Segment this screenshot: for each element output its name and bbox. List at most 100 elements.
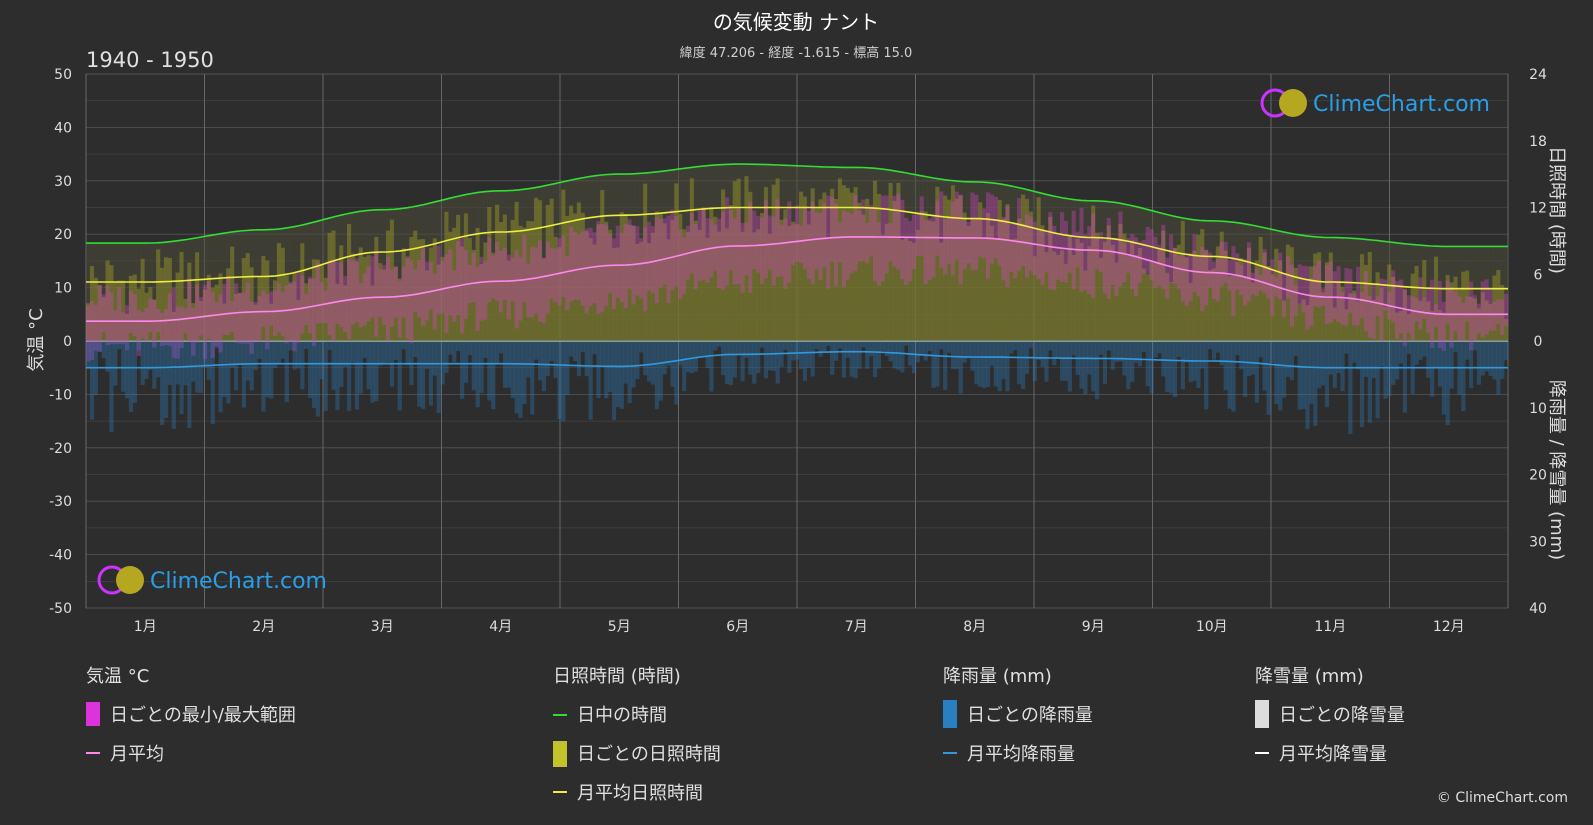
temp-range-bar bbox=[128, 290, 134, 334]
rain-bar bbox=[198, 341, 204, 393]
temp-range-bar bbox=[1410, 296, 1415, 341]
temp-range-bar bbox=[1352, 293, 1357, 326]
sunshine-bar bbox=[1320, 292, 1326, 341]
daylight-bar bbox=[1356, 238, 1361, 341]
sunshine-bar bbox=[693, 220, 698, 341]
temp-range-bar bbox=[148, 298, 153, 332]
temp-range-bar bbox=[1219, 241, 1224, 287]
rain-bar bbox=[954, 341, 959, 370]
sunshine-bar bbox=[806, 224, 811, 341]
rain-bar bbox=[234, 341, 239, 391]
temp-range-bar bbox=[814, 212, 819, 270]
temp-range-bar bbox=[915, 213, 921, 257]
rain-bar bbox=[678, 341, 683, 366]
legend-daily-rain-swatch bbox=[943, 700, 957, 728]
sunshine-bar bbox=[1449, 282, 1454, 341]
sunshine-bar bbox=[269, 303, 274, 341]
legend-daylight: 日中の時間 bbox=[577, 705, 667, 726]
temp-range-bar bbox=[1250, 272, 1256, 295]
sunshine-bar bbox=[1430, 310, 1435, 341]
rain-bar bbox=[627, 341, 632, 404]
rain-bar bbox=[187, 341, 192, 428]
rain-bar bbox=[152, 341, 157, 389]
temp-range-bar bbox=[257, 296, 262, 342]
rain-bar bbox=[1324, 341, 1330, 408]
rain-bar bbox=[456, 341, 461, 351]
temp-range-bar bbox=[1098, 232, 1104, 272]
sunshine-bar bbox=[802, 196, 808, 341]
temp-range-bar bbox=[86, 305, 91, 362]
rain-bar bbox=[880, 341, 885, 352]
daylight-bar bbox=[234, 231, 239, 341]
temp-range-bar bbox=[1469, 281, 1474, 351]
rain-bar bbox=[814, 341, 819, 350]
rain-bar bbox=[253, 341, 258, 370]
temp-range-bar bbox=[506, 254, 511, 320]
rain-bar bbox=[1141, 341, 1146, 353]
rain-bar bbox=[643, 341, 648, 376]
rain-bar bbox=[1465, 341, 1470, 360]
sunshine-bar bbox=[923, 211, 928, 341]
temp-range-bar bbox=[565, 255, 570, 311]
month-label: 10月 bbox=[1196, 619, 1228, 635]
sunshine-bar bbox=[1235, 261, 1240, 341]
sunshine-bar bbox=[623, 213, 628, 341]
sunshine-bar bbox=[460, 246, 465, 341]
temp-range-bar bbox=[1457, 296, 1462, 341]
temp-range-bar bbox=[530, 246, 535, 318]
rain-bar bbox=[463, 341, 469, 383]
rain-bar bbox=[358, 341, 363, 394]
rain-bar bbox=[206, 341, 211, 380]
sunshine-bar bbox=[978, 202, 983, 341]
right-bottom-tick-label: 20 bbox=[1529, 468, 1547, 484]
sunshine-bar bbox=[1375, 272, 1380, 341]
sunshine-bar bbox=[911, 242, 917, 341]
sunshine-bar bbox=[518, 225, 523, 341]
sunshine-bar bbox=[463, 213, 469, 341]
month-label: 9月 bbox=[1082, 619, 1105, 635]
axis-ticks: 50 40 30 20 10 0 -10 -20 -30 -40 -50 24 18 12 6 0 10 20 30… bbox=[49, 67, 1547, 617]
rain-bar bbox=[1391, 341, 1396, 385]
right-bottom-axis-label: 降雨量 / 降雪量 (mm) bbox=[1546, 380, 1567, 560]
temp-range-bar bbox=[1056, 233, 1061, 280]
temp-range-bar bbox=[124, 305, 130, 351]
sunshine-bar bbox=[1243, 277, 1248, 341]
temp-range-bar bbox=[1336, 266, 1341, 323]
temp-range-bar bbox=[1332, 271, 1337, 319]
temp-range-bar bbox=[97, 285, 102, 352]
rain-bar bbox=[160, 341, 165, 425]
rain-bar bbox=[1402, 341, 1408, 413]
daylight-bar bbox=[1320, 237, 1326, 341]
temp-range-bar bbox=[693, 223, 698, 290]
rain-bar bbox=[1387, 341, 1392, 397]
rain-bar bbox=[615, 341, 621, 408]
rain-bar bbox=[588, 341, 593, 420]
rain-bar bbox=[557, 341, 562, 419]
temp-range-bar bbox=[89, 300, 95, 360]
rain-bar bbox=[1165, 341, 1170, 392]
sunshine-bar bbox=[183, 298, 188, 341]
sunshine-bar bbox=[1176, 244, 1182, 341]
temp-range-bar bbox=[1305, 266, 1310, 330]
left-tick-label: -10 bbox=[49, 387, 72, 403]
sunshine-bar bbox=[409, 236, 414, 341]
rain-bar bbox=[1005, 341, 1010, 392]
temp-range-bar bbox=[798, 225, 804, 263]
sunshine-bar bbox=[1305, 305, 1310, 341]
rain-bar bbox=[273, 341, 278, 369]
legend-daily-snow: 日ごとの降雪量 bbox=[1279, 705, 1405, 726]
rain-bar bbox=[113, 341, 118, 386]
sunshine-bar bbox=[1215, 246, 1221, 341]
sunshine-bar bbox=[495, 204, 500, 341]
rain-bar bbox=[175, 341, 180, 385]
temp-range-bar bbox=[335, 261, 340, 325]
temp-range-bar bbox=[724, 197, 730, 286]
rain-bar bbox=[226, 341, 231, 404]
temp-range-bar bbox=[1383, 279, 1388, 311]
rain-bar bbox=[701, 341, 706, 357]
rain-bar bbox=[830, 341, 835, 375]
sunshine-bar bbox=[1056, 254, 1061, 341]
sunshine-bar bbox=[113, 281, 118, 341]
rain-bar bbox=[1352, 341, 1357, 363]
daylight-bar bbox=[1398, 243, 1404, 341]
